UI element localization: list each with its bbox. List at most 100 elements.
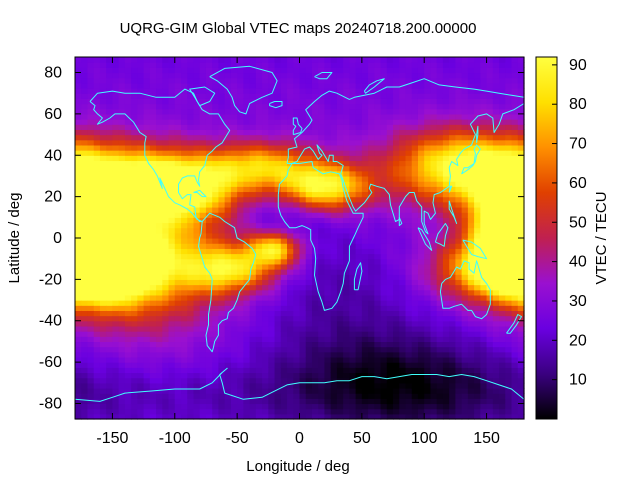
heatmap-cell — [461, 150, 469, 156]
heatmap-cell — [336, 253, 344, 260]
heatmap-cell — [262, 175, 269, 182]
heatmap-cell — [274, 227, 282, 234]
heatmap-cell — [280, 212, 288, 218]
heatmap-cell — [156, 155, 163, 162]
heatmap-cell — [324, 315, 332, 322]
heatmap-cell — [467, 222, 475, 229]
heatmap-cell — [237, 243, 244, 249]
heatmap-cell — [442, 124, 450, 130]
heatmap-cell — [380, 382, 388, 389]
heatmap-cell — [442, 212, 450, 218]
heatmap-cell — [174, 217, 182, 224]
heatmap-cell — [417, 284, 425, 291]
heatmap-cell — [162, 88, 170, 94]
heatmap-cell — [361, 238, 369, 244]
heatmap-cell — [131, 274, 138, 280]
heatmap-cell — [212, 217, 220, 224]
heatmap-cell — [486, 67, 494, 74]
heatmap-cell — [99, 170, 107, 177]
heatmap-cell — [224, 341, 232, 348]
heatmap-cell — [492, 113, 500, 120]
heatmap-cell — [137, 398, 145, 405]
heatmap-cell — [442, 186, 450, 193]
heatmap-cell — [393, 77, 400, 84]
heatmap-cell — [511, 331, 519, 337]
heatmap-cell — [449, 113, 457, 120]
heatmap-cell — [112, 253, 120, 260]
heatmap-cell — [224, 320, 232, 327]
heatmap-cell — [505, 201, 513, 208]
heatmap-cell — [361, 413, 369, 420]
heatmap-cell — [442, 181, 450, 187]
heatmap-cell — [480, 144, 488, 151]
heatmap-cell — [99, 372, 107, 379]
heatmap-cell — [255, 382, 263, 389]
heatmap-cell — [411, 305, 419, 311]
heatmap-cell — [268, 408, 276, 415]
heatmap-cell — [131, 108, 138, 115]
heatmap-cell — [106, 408, 114, 415]
heatmap-cell — [124, 305, 132, 311]
heatmap-cell — [149, 367, 157, 374]
heatmap-cell — [461, 93, 469, 99]
heatmap-cell — [430, 129, 438, 136]
heatmap-cell — [424, 175, 432, 182]
heatmap-cell — [318, 98, 326, 105]
heatmap-cell — [243, 72, 251, 79]
heatmap-cell — [230, 284, 238, 291]
heatmap-cell — [330, 186, 338, 193]
heatmap-cell — [106, 315, 114, 322]
heatmap-cell — [268, 294, 276, 301]
heatmap-cell — [131, 413, 138, 420]
heatmap-cell — [268, 325, 276, 332]
heatmap-cell — [511, 222, 519, 229]
heatmap-cell — [199, 139, 207, 146]
heatmap-cell — [424, 387, 432, 394]
heatmap-cell — [149, 372, 157, 379]
heatmap-cell — [199, 155, 207, 162]
heatmap-cell — [118, 351, 126, 358]
heatmap-cell — [249, 382, 257, 389]
heatmap-cell — [93, 175, 101, 182]
heatmap-cell — [99, 331, 107, 337]
heatmap-cell — [311, 315, 319, 322]
heatmap-cell — [243, 119, 251, 125]
heatmap-cell — [99, 206, 107, 213]
heatmap-cell — [449, 377, 457, 384]
heatmap-cell — [299, 62, 307, 68]
heatmap-cell — [87, 403, 95, 410]
heatmap-cell — [118, 144, 126, 151]
heatmap-cell — [187, 351, 195, 358]
heatmap-cell — [505, 72, 513, 79]
heatmap-cell — [112, 320, 120, 327]
heatmap-cell — [305, 289, 313, 296]
heatmap-cell — [417, 67, 425, 74]
heatmap-cell — [436, 206, 444, 213]
heatmap-cell — [168, 222, 176, 229]
heatmap-cell — [343, 372, 350, 379]
heatmap-cell — [168, 310, 176, 317]
heatmap-cell — [368, 393, 375, 399]
heatmap-cell — [143, 243, 151, 249]
heatmap-cell — [424, 253, 432, 260]
heatmap-cell — [368, 139, 375, 146]
heatmap-cell — [87, 372, 95, 379]
heatmap-cell — [380, 238, 388, 244]
heatmap-cell — [299, 382, 307, 389]
heatmap-cell — [168, 351, 176, 358]
heatmap-cell — [280, 315, 288, 322]
heatmap-cell — [143, 408, 151, 415]
heatmap-cell — [162, 325, 170, 332]
heatmap-cell — [424, 82, 432, 89]
heatmap-cell — [218, 186, 226, 193]
heatmap-cell — [449, 331, 457, 337]
heatmap-cell — [517, 325, 525, 332]
heatmap-cell — [181, 310, 188, 317]
heatmap-cell — [112, 93, 120, 99]
heatmap-cell — [467, 88, 475, 94]
heatmap-cell — [355, 243, 363, 249]
heatmap-cell — [181, 144, 188, 151]
heatmap-cell — [374, 341, 382, 348]
heatmap-cell — [461, 175, 469, 182]
heatmap-cell — [343, 362, 350, 368]
